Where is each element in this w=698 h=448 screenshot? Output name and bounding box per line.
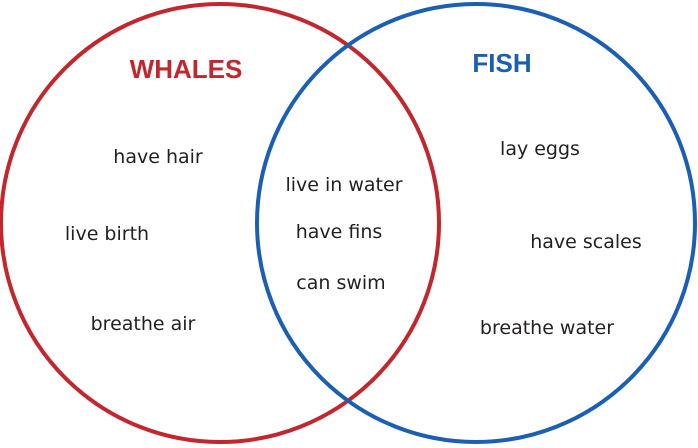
whales-item-live-birth: live birth <box>64 223 150 245</box>
overlap-item-have-fins: have fins <box>295 221 383 243</box>
overlap-item-live-in-water: live in water <box>285 174 403 196</box>
fish-item-lay-eggs: lay eggs <box>500 138 580 160</box>
whales-item-have-hair: have hair <box>113 146 203 168</box>
whales-circle <box>0 2 441 444</box>
fish-circle <box>255 2 697 444</box>
whales-item-breathe-air: breathe air <box>90 313 196 335</box>
fish-item-breathe-water: breathe water <box>479 317 615 339</box>
overlap-item-can-swim: can swim <box>296 272 386 294</box>
fish-item-have-scales: have scales <box>530 231 642 253</box>
fish-title: FISH <box>472 48 532 78</box>
whales-title: WHALES <box>129 54 243 84</box>
